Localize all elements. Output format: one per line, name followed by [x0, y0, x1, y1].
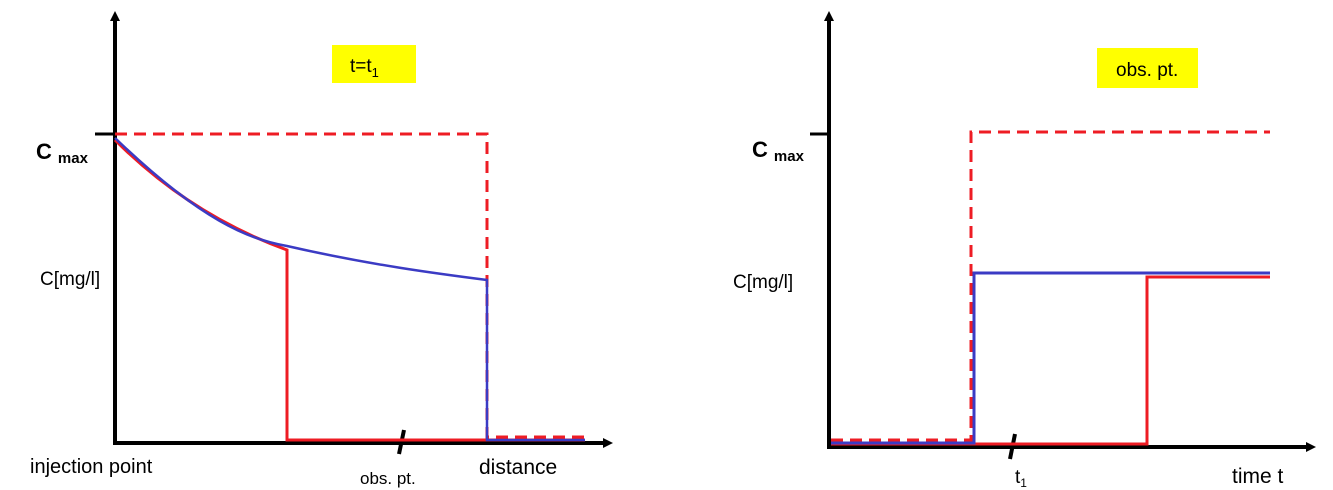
- right-t1-tick: [1008, 433, 1017, 460]
- right-blue-solid-line: [831, 271, 1270, 445]
- left-red-dashed-line: [115, 132, 585, 439]
- left-y-label: C[mg/l]: [40, 269, 100, 290]
- right-badge-text: obs. pt.: [1116, 60, 1178, 81]
- right-t1-label: t1: [1015, 467, 1027, 490]
- left-badge-text: t=t1: [350, 56, 379, 80]
- left-x-label: distance: [479, 456, 557, 479]
- left-red-solid-line: [113, 138, 585, 442]
- left-blue-solid-line: [114, 137, 585, 442]
- right-red-solid-line: [831, 275, 1270, 446]
- left-obs-tick: [397, 429, 406, 455]
- left-origin-label: injection point: [30, 456, 153, 478]
- left-badge-box: [332, 45, 416, 83]
- left-obs-label: obs. pt.: [360, 469, 416, 488]
- right-red-dashed-line: [831, 130, 1270, 442]
- right-x-label: time t: [1232, 465, 1284, 488]
- right-badge-box: [1097, 48, 1198, 88]
- right-y-label: C[mg/l]: [733, 272, 793, 293]
